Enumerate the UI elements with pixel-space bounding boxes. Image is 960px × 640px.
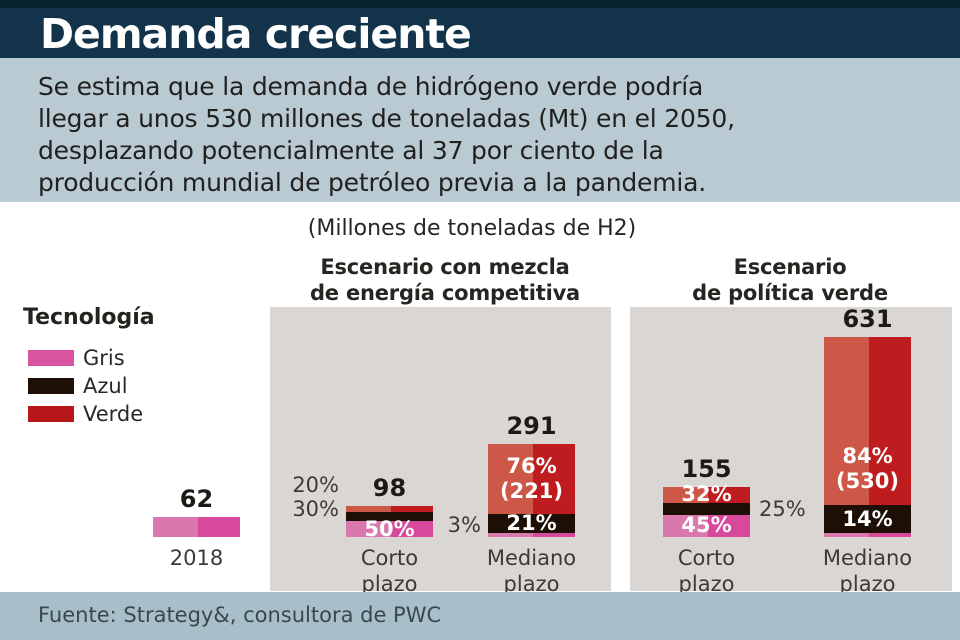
segment-percent-label: 45% <box>681 513 732 538</box>
source-attribution: Fuente: Strategy&, consultora de PWC <box>38 603 442 627</box>
bar-total-label: 98 <box>372 473 407 502</box>
header-top-strip <box>0 0 960 8</box>
segment-percent-label: 84% (530) <box>835 443 900 493</box>
segment-percent-label: 21% <box>506 510 557 535</box>
scenario-2-title: Escenario de política verde <box>640 254 940 306</box>
legend-item-azul: Azul <box>28 374 128 398</box>
bar-category-label: 2018 <box>169 546 224 570</box>
intro-paragraph: Se estima que la demanda de hidrógeno ve… <box>38 71 735 199</box>
stacked-bar <box>153 517 240 537</box>
legend-swatch-gris <box>28 350 74 366</box>
bar-segment-azul <box>663 502 750 515</box>
bar-total-label: 62 <box>179 485 214 514</box>
bar-segment-verde <box>346 505 433 513</box>
page-title: Demanda creciente <box>40 10 472 58</box>
bar-segment-verde: 84% (530) <box>824 336 911 505</box>
outside-percent-label: 20% 30% <box>292 473 339 522</box>
legend-swatch-azul <box>28 378 74 394</box>
outside-percent-label: 25% <box>759 496 806 521</box>
scenario-2-title-line-1: Escenario <box>733 255 847 279</box>
bar-total-label: 155 <box>681 454 732 483</box>
bar-category-label: Corto plazo <box>360 546 419 596</box>
scenario-1-title: Escenario con mezcla de energía competit… <box>270 254 620 306</box>
bar-segment-azul <box>346 512 433 522</box>
bar-total-label: 631 <box>842 304 893 333</box>
title-band <box>0 8 960 58</box>
legend-item-gris: Gris <box>28 346 125 370</box>
bar-category-label: Mediano plazo <box>486 546 577 596</box>
segment-percent-label: 14% <box>842 506 893 531</box>
legend-label-azul: Azul <box>83 374 128 398</box>
segment-percent-label: 32% <box>681 482 732 507</box>
bar-category-label: Mediano plazo <box>822 546 913 596</box>
stacked-bar: 76% (221) 21% <box>488 443 575 537</box>
footer-band <box>0 592 960 640</box>
intro-line-3: desplazando potencialmente al 37 por cie… <box>38 136 664 165</box>
bar-segment-verde: 76% (221) <box>488 443 575 514</box>
legend-item-verde: Verde <box>28 402 143 426</box>
scenario-1-title-line-1: Escenario con mezcla <box>320 255 570 279</box>
bar-segment-gris <box>824 533 911 537</box>
intro-band <box>0 58 960 202</box>
bar-segment-gris: 45% <box>663 513 750 538</box>
legend-label-gris: Gris <box>83 346 125 370</box>
legend-swatch-verde <box>28 406 74 422</box>
stacked-bar: 32% 45% <box>663 482 750 538</box>
segment-percent-label: 50% <box>364 516 415 541</box>
stacked-bar: 84% (530) 14% <box>824 336 911 537</box>
bar-segment-azul: 21% <box>488 510 575 535</box>
legend-label-verde: Verde <box>83 402 144 426</box>
scenario-2-title-line-2: de política verde <box>692 281 888 305</box>
legend-title: Tecnología <box>23 305 155 330</box>
intro-line-4: producción mundial de petróleo previa a … <box>38 168 706 197</box>
segment-percent-label: 76% (221) <box>499 453 564 503</box>
scenario-1-title-line-2: de energía competitiva <box>309 281 581 305</box>
bar-segment-gris: 50% <box>346 517 433 541</box>
bar-category-label: Corto plazo <box>677 546 736 596</box>
bar-segment-verde: 32% <box>663 482 750 506</box>
intro-line-1: Se estima que la demanda de hidrógeno ve… <box>38 72 704 101</box>
bar-segment-gris <box>488 532 575 537</box>
chart-unit-label: (Millones de toneladas de H2) <box>307 216 637 241</box>
bar-segment-gris <box>153 517 240 537</box>
outside-percent-label: 3% <box>447 513 481 537</box>
bar-segment-azul: 14% <box>824 505 911 533</box>
bar-total-label: 291 <box>506 411 557 440</box>
stacked-bar: 50% <box>346 505 433 541</box>
intro-line-2: llegar a unos 530 millones de toneladas … <box>38 104 735 133</box>
